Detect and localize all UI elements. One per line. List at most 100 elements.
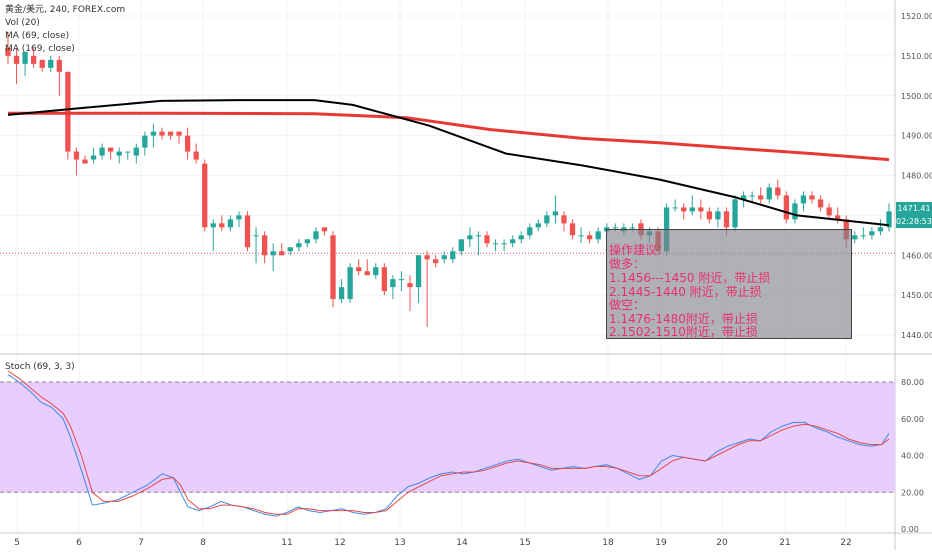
candle-body [150,131,157,136]
candle-body [749,195,755,197]
candle-body [39,59,45,68]
candle-body [236,215,242,220]
advice-short-heading: 做空： [609,298,646,312]
ma169-indicator-label: MA (169, close) [5,44,75,54]
candle-body [142,135,148,148]
stoch-layer [7,370,890,517]
candle-body [415,255,422,288]
date-tick-label: 18 [602,538,614,548]
candle-body [390,279,396,288]
advice-short-1: 1.1476-1480附近，带止损 [609,312,758,326]
advice-long-1: 1.1456---1450 附近，带止损 [609,271,771,285]
candle-body [758,195,764,200]
candle-body [732,199,738,228]
candle-body [159,131,165,136]
candle-body [304,239,311,244]
countdown-tag: 02:28:53 [896,215,932,228]
price-tick-label: 1500.00 [901,92,932,101]
candle-body [689,207,695,212]
candle-body [544,215,550,224]
candle-body [527,227,533,236]
moving-average-layer [7,99,890,227]
candle-body [501,243,507,245]
candle-body [13,55,20,64]
candle-body [450,251,456,260]
candle-body [852,235,858,240]
candle-body [800,195,807,204]
candle-body [809,195,815,200]
candle-body [356,267,362,272]
trading-advice-box [606,229,852,339]
price-tick-label: 1520.00 [901,12,932,21]
date-tick-label: 5 [14,538,20,548]
stoch-tick-label: 40.00 [901,452,924,461]
ma169-line [8,111,890,162]
candle-body [107,147,114,152]
stoch-tick-label: 60.00 [901,415,924,424]
candle-body [176,131,182,136]
candle-body [227,219,234,228]
stoch-line-pct-k [7,374,890,517]
candle-body [535,223,541,228]
volume-indicator-label: Vol (20) [5,18,40,28]
candle-body [296,243,302,248]
candle-body [424,255,430,260]
candle-body [253,235,259,237]
candle-body [398,279,405,281]
candle-body [860,235,866,237]
candle-layer [5,31,892,328]
candle-body [261,235,268,256]
advice-short-2: 2.1502-1510附近，带止损 [609,325,758,339]
stoch-band-layer [0,381,895,493]
candle-body [31,55,37,64]
candle-body [723,211,730,228]
candle-body [287,247,293,252]
candle-body [22,51,28,64]
candle-body [99,147,105,156]
candle-body [509,239,516,244]
candle-body [433,259,439,264]
date-tick-label: 20 [716,538,728,548]
stoch-overbought-oversold-band [0,382,895,493]
candle-body [347,267,353,300]
candle-body [330,235,336,300]
date-tick-label: 6 [76,538,82,548]
advice-long-2: 2.1445-1440 附近，带止损 [609,285,762,299]
candle-body [492,243,499,245]
candle-body [5,47,11,56]
candle-body [698,207,704,212]
candle-body [869,231,875,236]
last-price-tag: 1471.41 [896,202,932,215]
candle-body [715,211,721,220]
candle-body [775,187,781,196]
stoch-tick-label: 80.00 [901,378,924,387]
date-tick-label: 21 [779,538,790,548]
date-tick-label: 11 [281,538,292,548]
candle-body [193,151,199,160]
stoch-tick-label: 20.00 [901,488,924,497]
candle-body [210,223,216,228]
price-tick-label: 1510.00 [901,52,932,61]
candle-body [313,231,319,240]
date-tick-label: 7 [138,538,144,548]
candle-body [48,59,54,68]
candle-body [629,227,636,229]
date-tick-label: 8 [200,538,206,548]
candle-body [740,195,747,200]
candle-body [65,71,71,152]
candle-body [184,135,191,152]
price-tick-label: 1460.00 [901,251,932,260]
candle-body [56,59,62,72]
date-tick-label: 19 [655,538,667,548]
candle-body [595,231,601,240]
price-tick-label: 1480.00 [901,172,932,181]
candle-body [552,211,559,216]
candle-body [321,227,328,232]
candle-body [826,207,832,216]
price-tick-label: 1440.00 [901,331,932,340]
advice-heading: 操作建议： [609,243,670,257]
candle-body [279,251,285,256]
candle-body [73,151,80,160]
candle-body [202,163,208,228]
